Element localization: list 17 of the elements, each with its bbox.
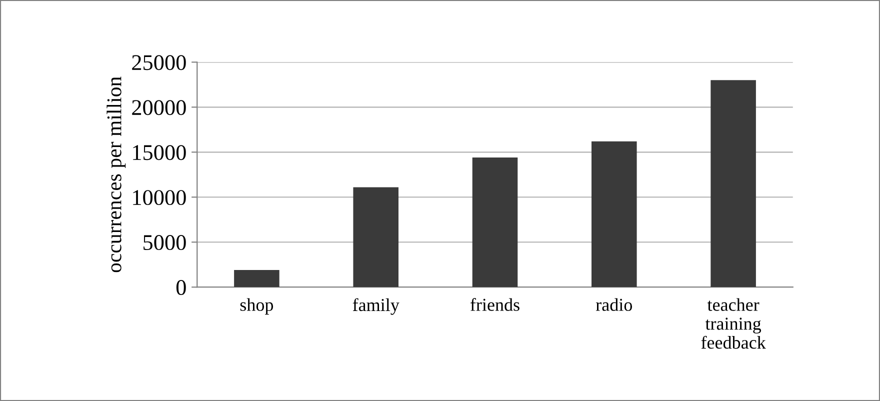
bar: [592, 141, 637, 288]
y-tick-label: 10000: [133, 190, 186, 206]
x-tick-label: teacher training feedback: [701, 298, 766, 349]
y-axis-title: occurrences per million: [106, 76, 126, 272]
bar: [472, 158, 518, 288]
x-tick-label: shop: [240, 298, 274, 315]
y-tick-label: 15000: [133, 145, 186, 160]
y-tick-label: 0: [176, 280, 186, 296]
y-tick-label: 5000: [144, 235, 186, 250]
x-tick-label: family: [352, 298, 400, 315]
x-tick-label: radio: [596, 298, 632, 311]
y-tick-label: 25000: [132, 55, 186, 70]
bar: [353, 187, 398, 288]
y-tick-label: 20000: [132, 100, 186, 116]
bar: [710, 80, 756, 288]
bar: [234, 270, 280, 288]
x-tick-label: friends: [470, 298, 520, 311]
